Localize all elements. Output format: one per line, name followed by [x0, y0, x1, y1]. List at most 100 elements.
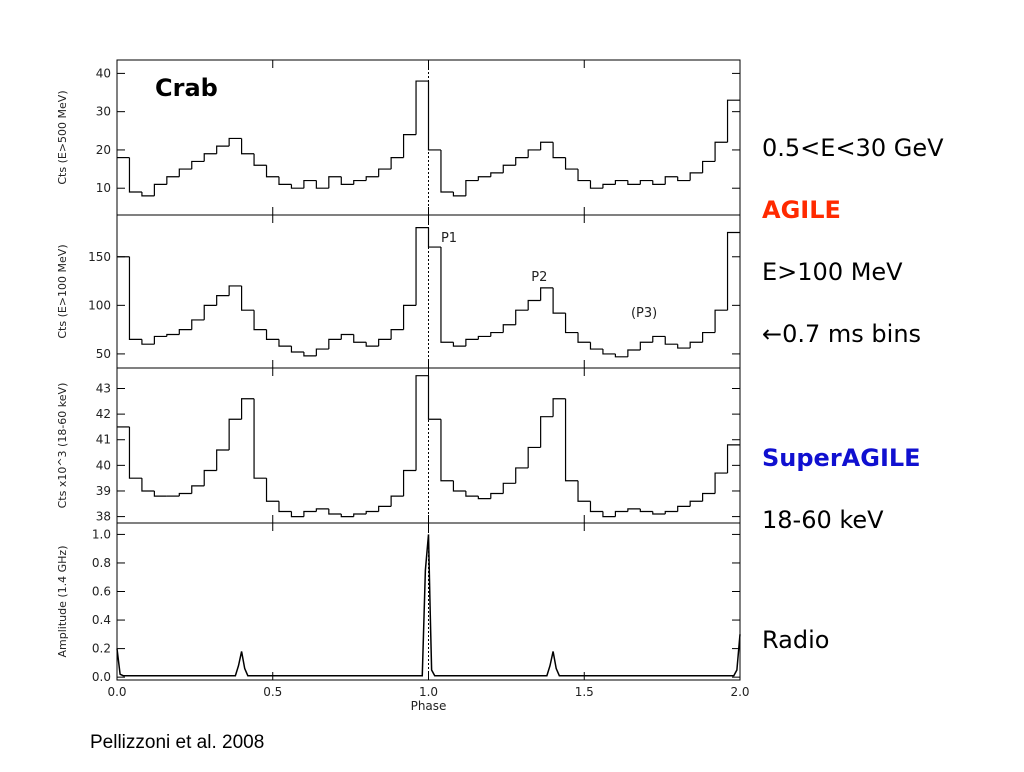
radio-line [116, 534, 741, 677]
histogram-bin [427, 375, 441, 420]
histogram-bin [552, 142, 566, 159]
y-axis-label: Amplitude (1.4 GHz) [56, 545, 69, 657]
histogram-bin [216, 449, 230, 471]
histogram-bin [440, 419, 454, 482]
histogram-bin [664, 336, 678, 345]
histogram-bin [153, 335, 167, 345]
histogram-bin [589, 342, 603, 350]
histogram-bin [440, 247, 454, 343]
histogram-bin [141, 339, 155, 345]
histogram-bin [402, 134, 417, 158]
bins-note: ←0.7 ms bins [762, 320, 921, 348]
y-tick-label: 100 [88, 298, 111, 312]
histogram-bin [253, 153, 267, 166]
histogram-bin [689, 172, 703, 181]
y-tick-label: 0.6 [92, 585, 111, 599]
x-tick-label: 1.0 [419, 685, 438, 699]
histogram-bin [128, 426, 142, 479]
x-axis-label: Phase [411, 699, 447, 713]
histogram-bin [427, 227, 441, 248]
histogram-bin [241, 398, 255, 420]
histogram-bin [726, 99, 740, 143]
histogram-bin [290, 184, 304, 189]
y-tick-label: 43 [96, 381, 111, 395]
histogram-bin [652, 180, 666, 185]
histogram-bin [564, 157, 579, 170]
y-tick-label: 50 [96, 347, 111, 361]
y-tick-label: 20 [96, 143, 111, 157]
histogram-bin [714, 309, 728, 333]
histogram-bin [265, 165, 279, 178]
histogram-bin [265, 329, 279, 340]
histogram-bin [166, 333, 180, 337]
histogram-bin [639, 508, 653, 513]
y-tick-label: 150 [88, 250, 111, 264]
histogram-bin [652, 511, 666, 515]
histogram-bin [278, 339, 292, 347]
histogram-bin [228, 418, 242, 450]
agile-label: AGILE [762, 196, 841, 224]
histogram-bin [365, 510, 379, 515]
y-tick-label: 41 [96, 433, 111, 447]
y-tick-label: 42 [96, 407, 111, 421]
histogram-bin [502, 324, 516, 333]
histogram-bin [191, 319, 205, 330]
histogram-bin [477, 176, 491, 181]
histogram-bin [527, 149, 541, 158]
histogram-bin [228, 137, 242, 147]
histogram-bin [203, 469, 217, 486]
y-tick-label: 10 [96, 181, 111, 195]
y-tick-label: 0.4 [92, 613, 111, 627]
histogram-bin [639, 179, 653, 185]
histogram-bin [664, 176, 678, 185]
histogram-bin [490, 331, 504, 337]
histogram-bin [577, 480, 591, 502]
histogram-bin [677, 344, 691, 349]
histogram-bin [166, 176, 180, 185]
y-tick-label: 40 [96, 66, 111, 80]
histogram-bin [502, 482, 516, 494]
histogram-bin [228, 285, 242, 296]
histogram-bin [365, 176, 379, 181]
histogram-bin [378, 168, 392, 177]
histogram-bin [702, 492, 716, 502]
x-tick-label: 0.5 [263, 685, 282, 699]
histogram-bin [465, 338, 479, 347]
y-tick-label: 40 [96, 458, 111, 472]
histogram-bin [340, 514, 354, 518]
histogram-bin [178, 329, 192, 335]
histogram-bin [452, 192, 466, 197]
y-axis-label: Cts x10^3 (18-60 keV) [56, 383, 69, 509]
credit: Pellizzoni et al. 2008 [90, 732, 264, 753]
histogram-bin [191, 485, 205, 494]
histogram-bin [452, 342, 466, 347]
y-axis-label: Cts (E>100 MeV) [56, 244, 69, 338]
histogram-bin [564, 313, 579, 334]
histogram-bin [614, 353, 628, 358]
histogram-bin [452, 480, 466, 492]
histogram-bin [465, 179, 479, 196]
histogram-bin [353, 334, 367, 343]
histogram-bin [465, 490, 479, 497]
histogram-bin [589, 180, 603, 189]
annotation: P1 [441, 231, 457, 246]
histogram-bin [577, 332, 591, 343]
annotation: P2 [531, 270, 547, 285]
histogram-bin [515, 467, 529, 484]
histogram-bin [290, 511, 304, 518]
histogram-bin [602, 511, 616, 518]
histogram-bin [203, 304, 217, 320]
histogram-bin [178, 168, 192, 177]
histogram-bin [564, 398, 579, 482]
y-tick-label: 1.0 [92, 527, 111, 541]
histogram-bin [614, 179, 628, 185]
histogram-bin [241, 285, 255, 311]
histogram-bin [540, 141, 554, 150]
histogram-bin [178, 492, 192, 497]
histogram-bin [328, 338, 342, 350]
histogram-bin [515, 309, 529, 325]
histogram-bin [689, 341, 703, 349]
histogram-bin [589, 501, 603, 513]
histogram-bin [527, 446, 541, 468]
